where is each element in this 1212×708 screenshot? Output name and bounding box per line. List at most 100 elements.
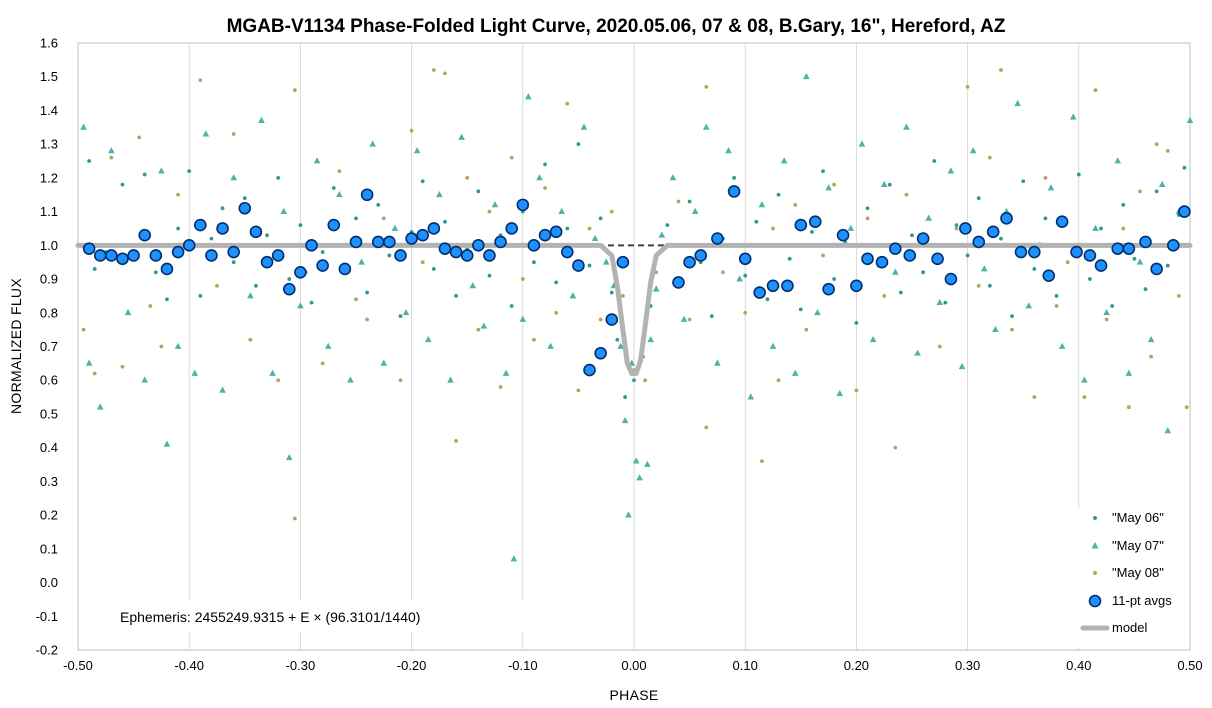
data-point bbox=[1010, 314, 1014, 319]
data-point bbox=[148, 304, 153, 308]
data-point bbox=[1082, 395, 1087, 399]
data-point bbox=[480, 322, 488, 329]
data-point bbox=[965, 253, 970, 258]
data-point bbox=[621, 416, 629, 424]
y-tick-label: 1.0 bbox=[40, 238, 58, 253]
data-point bbox=[869, 335, 877, 343]
data-point bbox=[914, 349, 921, 356]
data-point bbox=[865, 206, 870, 211]
avg-point bbox=[305, 239, 318, 252]
data-point bbox=[736, 275, 743, 282]
data-point bbox=[87, 159, 92, 163]
data-point bbox=[1132, 256, 1137, 261]
avg-point bbox=[182, 239, 196, 252]
avg-point bbox=[616, 255, 630, 269]
data-point bbox=[836, 389, 844, 397]
avg-point bbox=[605, 313, 619, 326]
data-point bbox=[1076, 172, 1081, 177]
data-point bbox=[965, 84, 970, 89]
data-point bbox=[743, 273, 748, 278]
data-point bbox=[191, 369, 199, 376]
data-point bbox=[219, 386, 226, 393]
avg-point bbox=[808, 215, 822, 229]
data-point bbox=[298, 223, 303, 228]
data-point bbox=[565, 101, 570, 106]
data-point bbox=[231, 260, 236, 265]
data-point bbox=[721, 270, 725, 275]
data-point bbox=[617, 342, 624, 349]
data-point bbox=[725, 147, 732, 154]
data-point bbox=[230, 174, 237, 181]
x-tick-label: -0.20 bbox=[397, 658, 427, 673]
data-point bbox=[454, 294, 458, 298]
data-point bbox=[476, 327, 481, 332]
data-point bbox=[258, 116, 265, 123]
data-point bbox=[647, 335, 654, 343]
data-point bbox=[1121, 202, 1126, 207]
data-point bbox=[704, 84, 709, 89]
avg-point bbox=[781, 279, 794, 293]
data-point bbox=[702, 123, 710, 130]
avg-point bbox=[238, 201, 252, 215]
legend-label: "May 07" bbox=[1112, 538, 1164, 553]
avg-point bbox=[560, 245, 574, 259]
data-point bbox=[176, 192, 180, 197]
data-point bbox=[1088, 277, 1092, 281]
data-point bbox=[487, 273, 492, 278]
y-tick-label: 0.7 bbox=[40, 339, 58, 354]
data-point bbox=[420, 179, 425, 184]
data-point bbox=[791, 369, 799, 376]
data-point bbox=[687, 317, 692, 322]
avg-point bbox=[294, 266, 307, 279]
avg-point bbox=[753, 286, 766, 299]
y-tick-labels: 1.6 1.5 1.4 1.3 1.2 1.1 1.0 0.9 0.8 0.7 0.6 0.5 0.4 0… bbox=[36, 36, 58, 658]
data-point bbox=[1043, 216, 1048, 221]
legend-marker bbox=[1088, 594, 1102, 608]
data-point bbox=[380, 359, 388, 366]
avg-point bbox=[583, 363, 596, 377]
avg-point bbox=[472, 239, 485, 252]
data-point bbox=[1069, 113, 1077, 120]
data-point bbox=[1136, 258, 1144, 265]
avg-point bbox=[959, 222, 972, 235]
data-point bbox=[804, 327, 809, 332]
data-point bbox=[565, 226, 570, 231]
data-point bbox=[904, 192, 909, 197]
data-point bbox=[1099, 226, 1103, 231]
avg-point bbox=[1178, 205, 1191, 218]
data-point bbox=[124, 308, 132, 316]
data-point bbox=[887, 182, 892, 187]
data-point bbox=[999, 68, 1003, 72]
x-tick-label: 0.00 bbox=[621, 658, 646, 673]
plot-area-border bbox=[77, 42, 1191, 651]
data-point bbox=[265, 233, 269, 238]
x-tick-labels: -0.50 -0.40 -0.30 -0.20 -0.10 0.00 0.10 0.20 0.3… bbox=[63, 658, 1202, 673]
avg-point bbox=[538, 228, 552, 242]
data-point bbox=[1092, 224, 1099, 231]
avg-point bbox=[683, 255, 696, 269]
data-point bbox=[1021, 179, 1026, 184]
x-axis-label: PHASE bbox=[610, 687, 659, 703]
data-point bbox=[644, 460, 651, 467]
data-point bbox=[847, 224, 855, 231]
data-point bbox=[536, 174, 543, 181]
data-point bbox=[1054, 304, 1059, 308]
data-point bbox=[1114, 157, 1122, 164]
data-point bbox=[936, 298, 944, 306]
data-point bbox=[903, 123, 910, 130]
avg-point bbox=[972, 235, 986, 249]
avg-point bbox=[149, 249, 163, 262]
avg-point bbox=[903, 249, 917, 262]
avg-point bbox=[889, 242, 902, 256]
data-point bbox=[759, 459, 764, 464]
data-point bbox=[336, 190, 343, 198]
data-point bbox=[623, 395, 628, 399]
avg-point bbox=[371, 235, 385, 249]
data-point bbox=[704, 425, 709, 430]
x-tick-label: -0.40 bbox=[174, 658, 204, 673]
data-point bbox=[454, 439, 458, 443]
data-point bbox=[525, 93, 532, 100]
data-point bbox=[854, 320, 859, 325]
data-point bbox=[1147, 335, 1155, 343]
avg-point bbox=[1122, 242, 1136, 256]
